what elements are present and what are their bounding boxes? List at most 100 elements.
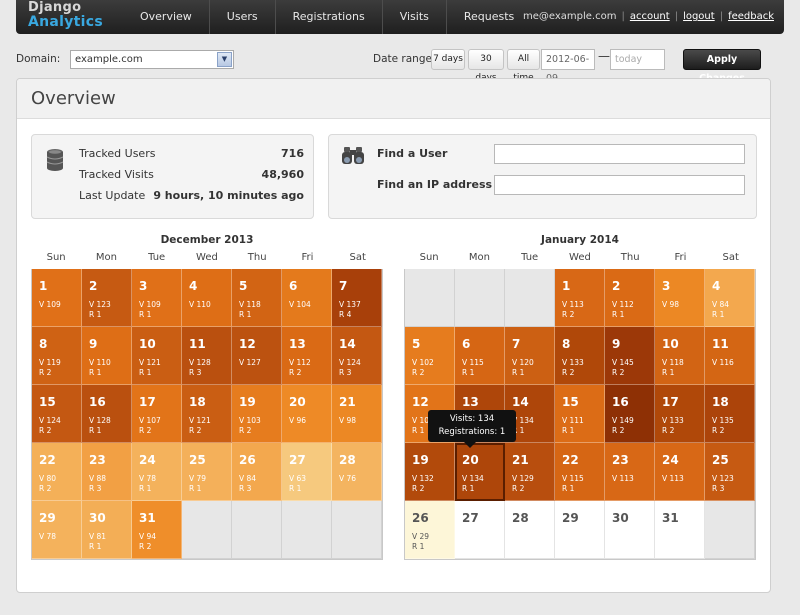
- calendar-day-19[interactable]: 19 V 132 R 2: [405, 443, 455, 501]
- calendar-day-23[interactable]: 23 V 113: [605, 443, 655, 501]
- calendar-day-2[interactable]: 2 V 112 R 1: [605, 269, 655, 327]
- top-navbar: Django Analytics Overview Users Registrati…: [16, 0, 784, 34]
- calendar-day-15[interactable]: 15 V 111 R 1: [555, 385, 605, 443]
- calendar-day-17[interactable]: 17 V 133 R 2: [655, 385, 705, 443]
- day-number: 29: [39, 511, 56, 525]
- calendar-day-8[interactable]: 8 V 133 R 2: [555, 327, 605, 385]
- apply-changes-button[interactable]: Apply Changes: [683, 49, 761, 84]
- day-registrations: R 1: [89, 310, 102, 319]
- calendar-day-7[interactable]: 7 V 120 R 1: [505, 327, 555, 385]
- calendar-day-6[interactable]: 6 V 104: [282, 269, 332, 327]
- feedback-link[interactable]: feedback: [728, 11, 774, 22]
- calendar-day-1[interactable]: 1 V 113 R 2: [555, 269, 605, 327]
- calendar-day-17[interactable]: 17 V 107 R 2: [132, 385, 182, 443]
- calendar-day-24[interactable]: 24 V 113: [655, 443, 705, 501]
- calendar-day-12[interactable]: 12 V 127: [232, 327, 282, 385]
- nav-users[interactable]: Users: [208, 0, 275, 34]
- tooltip-registrations: Registrations: 1: [438, 427, 506, 437]
- calendar-day-3[interactable]: 3 V 98: [655, 269, 705, 327]
- calendar-day-16[interactable]: 16 V 128 R 1: [82, 385, 132, 443]
- day-visits: V 118: [662, 358, 684, 367]
- calendar-day-6[interactable]: 6 V 115 R 1: [455, 327, 505, 385]
- calendar-day-25[interactable]: 25 V 123 R 3: [705, 443, 755, 501]
- calendar-day-26[interactable]: 26 V 29 R 1: [405, 501, 455, 559]
- calendar-day-25[interactable]: 25 V 79 R 1: [182, 443, 232, 501]
- calendar-day-11[interactable]: 11 V 128 R 3: [182, 327, 232, 385]
- day-registrations: R 1: [89, 542, 102, 551]
- day-registrations: R 3: [239, 484, 252, 493]
- chevron-down-icon[interactable]: ▼: [217, 52, 232, 67]
- main-nav: Overview Users Registrations Visits Requests: [123, 0, 531, 34]
- calendar-day-22[interactable]: 22 V 80 R 2: [32, 443, 82, 501]
- nav-requests[interactable]: Requests: [445, 0, 531, 34]
- calendar-day-4[interactable]: 4 V 84 R 1: [705, 269, 755, 327]
- calendar-day-26[interactable]: 26 V 84 R 3: [232, 443, 282, 501]
- calendar-day-20[interactable]: 20 V 96: [282, 385, 332, 443]
- day-visits: V 80: [39, 474, 57, 483]
- find-ip-input[interactable]: [494, 175, 745, 195]
- nav-registrations[interactable]: Registrations: [274, 0, 382, 34]
- day-visits: V 29: [412, 532, 430, 541]
- calendar-day-21[interactable]: 21 V 129 R 2: [505, 443, 555, 501]
- calendar-day-30[interactable]: 30 V 81 R 1: [82, 501, 132, 559]
- account-link[interactable]: account: [629, 11, 670, 22]
- day-visits: V 81: [89, 532, 107, 541]
- calendar-day-4[interactable]: 4 V 110: [182, 269, 232, 327]
- range-30-days-button[interactable]: 30 days: [468, 49, 504, 83]
- calendar-day-18[interactable]: 18 V 135 R 2: [705, 385, 755, 443]
- calendar-day-5[interactable]: 5 V 118 R 1: [232, 269, 282, 327]
- find-card: Find a User Find an IP address: [328, 134, 757, 219]
- calendar-day-19[interactable]: 19 V 103 R 2: [232, 385, 282, 443]
- calendar-empty-cell: [505, 269, 555, 327]
- calendar-day-27[interactable]: 27 V 63 R 1: [282, 443, 332, 501]
- calendar-day-9[interactable]: 9 V 110 R 1: [82, 327, 132, 385]
- nav-overview[interactable]: Overview: [140, 10, 192, 23]
- day-number: 6: [462, 337, 471, 351]
- calendar-day-15[interactable]: 15 V 124 R 2: [32, 385, 82, 443]
- day-number: 14: [512, 395, 529, 409]
- calendar-empty-cell: [182, 501, 232, 559]
- range-7-days-button[interactable]: 7 days: [431, 49, 465, 70]
- calendar-day-10[interactable]: 10 V 118 R 1: [655, 327, 705, 385]
- calendar-day-1[interactable]: 1 V 109: [32, 269, 82, 327]
- nav-visits[interactable]: Visits: [381, 0, 446, 34]
- logo[interactable]: Django Analytics: [28, 1, 103, 30]
- calendar-day-7[interactable]: 7 V 137 R 4: [332, 269, 382, 327]
- domain-select[interactable]: example.com ▼: [70, 50, 234, 69]
- calendar-day-29[interactable]: 29 V 78: [32, 501, 82, 559]
- calendar-december: December 2013 Sun Mon Tue Wed Thu Fri Sat 1 V 1…: [31, 234, 383, 560]
- calendar-day-11[interactable]: 11 V 116: [705, 327, 755, 385]
- calendar-day-8[interactable]: 8 V 119 R 2: [32, 327, 82, 385]
- calendar-day-31[interactable]: 31 V 94 R 2: [132, 501, 182, 559]
- calendar-day-14[interactable]: 14 V 124 R 3: [332, 327, 382, 385]
- calendar-day-9[interactable]: 9 V 145 R 2: [605, 327, 655, 385]
- calendar-day-5[interactable]: 5 V 102 R 2: [405, 327, 455, 385]
- find-user-input[interactable]: [494, 144, 745, 164]
- calendar-day-2[interactable]: 2 V 123 R 1: [82, 269, 132, 327]
- calendar-day-13[interactable]: 13 V 112 R 2: [282, 327, 332, 385]
- calendar-day-20[interactable]: 20 V 134 R 1: [455, 443, 505, 501]
- start-date-input[interactable]: 2012-06-09: [541, 49, 595, 84]
- calendar-day-21[interactable]: 21 V 98: [332, 385, 382, 443]
- calendar-day-24[interactable]: 24 V 78 R 1: [132, 443, 182, 501]
- weekday-label: Wed: [196, 252, 218, 263]
- calendar-day-10[interactable]: 10 V 121 R 1: [132, 327, 182, 385]
- calendar-day-28[interactable]: 28 V 76: [332, 443, 382, 501]
- calendar-day-18[interactable]: 18 V 121 R 2: [182, 385, 232, 443]
- day-registrations: R 2: [612, 368, 625, 377]
- calendar-day-16[interactable]: 16 V 149 R 2: [605, 385, 655, 443]
- end-date-input[interactable]: today: [610, 49, 665, 70]
- day-number: 12: [412, 395, 429, 409]
- day-visits: V 109: [39, 300, 61, 309]
- day-registrations: R 2: [662, 426, 675, 435]
- day-visits: V 113: [612, 474, 634, 483]
- logout-link[interactable]: logout: [683, 11, 715, 22]
- calendar-day-3[interactable]: 3 V 109 R 1: [132, 269, 182, 327]
- day-registrations: R 1: [462, 368, 475, 377]
- calendar-day-23[interactable]: 23 V 88 R 3: [82, 443, 132, 501]
- day-number: 15: [39, 395, 56, 409]
- stat-tracked-visits: Tracked Visits 48,960: [79, 168, 304, 181]
- range-all-time-button[interactable]: All time: [507, 49, 540, 83]
- calendar-day-22[interactable]: 22 V 115 R 1: [555, 443, 605, 501]
